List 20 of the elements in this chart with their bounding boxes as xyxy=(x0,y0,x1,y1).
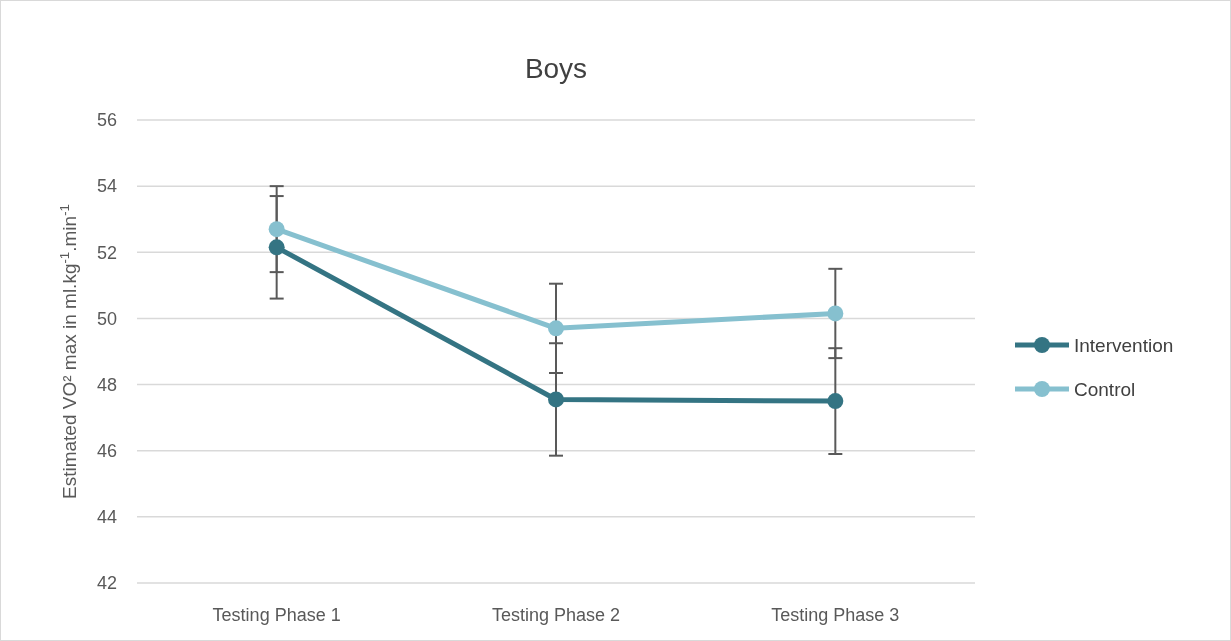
legend-label: Intervention xyxy=(1074,334,1174,356)
x-tick-label: Testing Phase 1 xyxy=(212,605,341,625)
y-tick-label: 52 xyxy=(96,242,117,263)
x-tick-label: Testing Phase 2 xyxy=(491,605,621,625)
point xyxy=(268,239,285,256)
y-tick-label: 50 xyxy=(96,308,117,329)
y-tick-label: 46 xyxy=(96,441,117,462)
legend-label: Control xyxy=(1074,378,1136,400)
point xyxy=(548,320,564,337)
point xyxy=(827,393,844,410)
point xyxy=(827,305,844,322)
y-tick-label: 56 xyxy=(96,110,117,131)
x-tick-label: Testing Phase 3 xyxy=(771,605,900,625)
chart-title: Boys xyxy=(524,53,588,84)
y-tick-label: 54 xyxy=(96,176,117,197)
point xyxy=(268,221,285,238)
y-tick-label: 48 xyxy=(96,374,117,395)
y-tick-label: 44 xyxy=(96,507,117,528)
point xyxy=(548,391,564,408)
y-tick-label: 42 xyxy=(96,573,117,594)
